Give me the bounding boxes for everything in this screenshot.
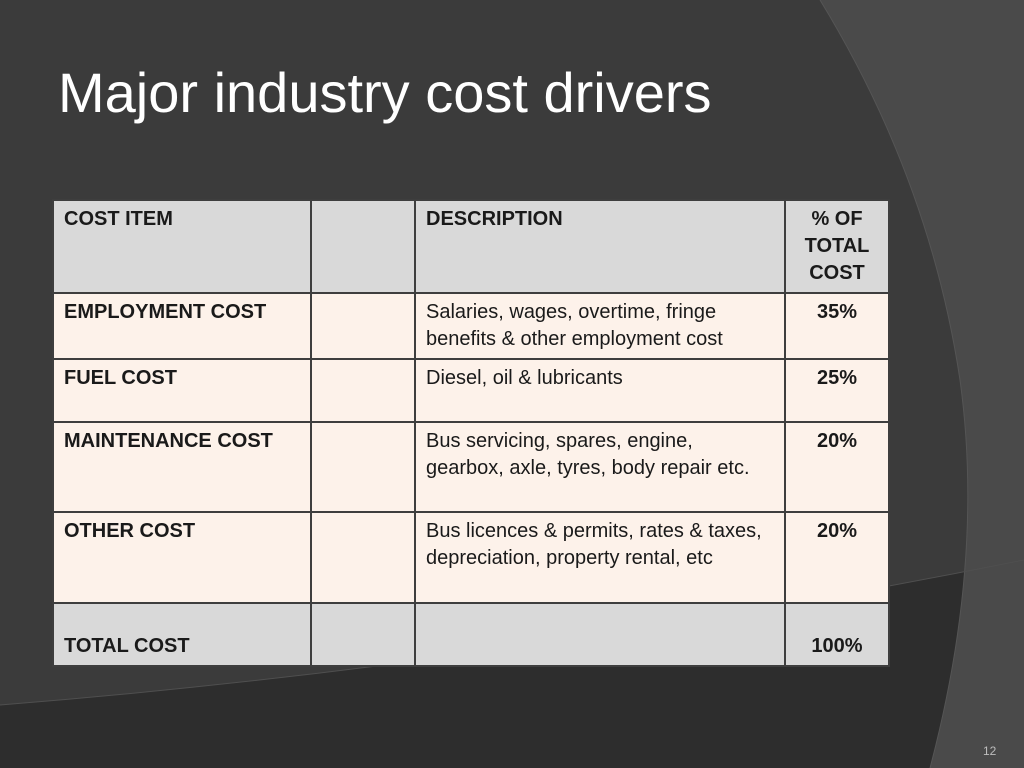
description-cell: Bus licences & permits, rates & taxes, d…: [414, 511, 786, 604]
total-description-cell: [414, 602, 786, 667]
cost-item-cell: MAINTENANCE COST: [52, 421, 312, 513]
total-percent: 100%: [784, 602, 890, 667]
slide-title: Major industry cost drivers: [58, 61, 712, 124]
table-row: MAINTENANCE COST Bus servicing, spares, …: [52, 421, 890, 513]
header-percent: % OF TOTAL COST: [784, 199, 890, 294]
table-total-row: TOTAL COST 100%: [52, 602, 890, 667]
percent-cell: 20%: [784, 511, 890, 604]
cost-drivers-table: COST ITEM DESCRIPTION % OF TOTAL COST EM…: [52, 199, 890, 667]
blank-cell: [310, 292, 416, 360]
blank-cell: [310, 421, 416, 513]
header-description: DESCRIPTION: [414, 199, 786, 294]
cost-item-cell: OTHER COST: [52, 511, 312, 604]
percent-cell: 25%: [784, 358, 890, 423]
blank-cell: [310, 358, 416, 423]
header-cost-item: COST ITEM: [52, 199, 312, 294]
cost-item-cell: EMPLOYMENT COST: [52, 292, 312, 360]
percent-cell: 20%: [784, 421, 890, 513]
blank-cell: [310, 511, 416, 604]
table-header-row: COST ITEM DESCRIPTION % OF TOTAL COST: [52, 199, 890, 294]
page-number: 12: [983, 744, 997, 758]
cost-item-cell: FUEL COST: [52, 358, 312, 423]
description-cell: Bus servicing, spares, engine, gearbox, …: [414, 421, 786, 513]
table-row: FUEL COST Diesel, oil & lubricants 25%: [52, 358, 890, 423]
description-cell: Salaries, wages, overtime, fringe benefi…: [414, 292, 786, 360]
table-row: OTHER COST Bus licences & permits, rates…: [52, 511, 890, 604]
table-row: EMPLOYMENT COST Salaries, wages, overtim…: [52, 292, 890, 360]
header-blank: [310, 199, 416, 294]
total-blank-cell: [310, 602, 416, 667]
percent-cell: 35%: [784, 292, 890, 360]
total-cost-label: TOTAL COST: [52, 602, 312, 667]
description-cell: Diesel, oil & lubricants: [414, 358, 786, 423]
